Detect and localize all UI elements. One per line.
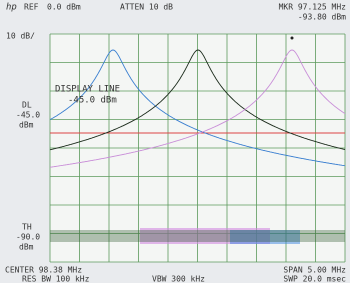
display-line-title: DISPLAY LINE <box>55 85 120 95</box>
brand: hp <box>6 3 17 13</box>
marker-freq: MKR 97.125 MHz <box>279 3 347 12</box>
th-value: -90.0 <box>16 233 40 242</box>
dl-value: -45.0 <box>16 111 40 120</box>
res-bw: RES BW 100 kHz <box>22 275 90 283</box>
ref-value: 0.0 dBm <box>47 3 81 12</box>
vbw: VBW 300 kHz <box>152 275 205 283</box>
sweep: SWP 20.0 msec <box>283 275 346 283</box>
th-unit: dBm <box>19 243 34 252</box>
dl-unit: dBm <box>19 121 34 130</box>
marker <box>291 37 294 40</box>
atten: ATTEN 10 dB <box>120 3 173 12</box>
display-line-value: -45.0 dBm <box>68 96 117 106</box>
dl-label: DL <box>22 101 32 110</box>
noise-green <box>50 230 345 242</box>
span: SPAN 5.00 MHz <box>283 266 346 275</box>
th-label: TH <box>22 223 32 232</box>
analyzer-screen: hp REF 0.0 dBm ATTEN 10 dB MKR 97.125 MH… <box>0 0 350 283</box>
scale: 10 dB/ <box>6 32 35 41</box>
marker-level: -93.80 dBm <box>298 13 346 22</box>
ref-label: REF <box>24 3 39 12</box>
center-freq: CENTER 98.38 MHz <box>5 266 82 275</box>
